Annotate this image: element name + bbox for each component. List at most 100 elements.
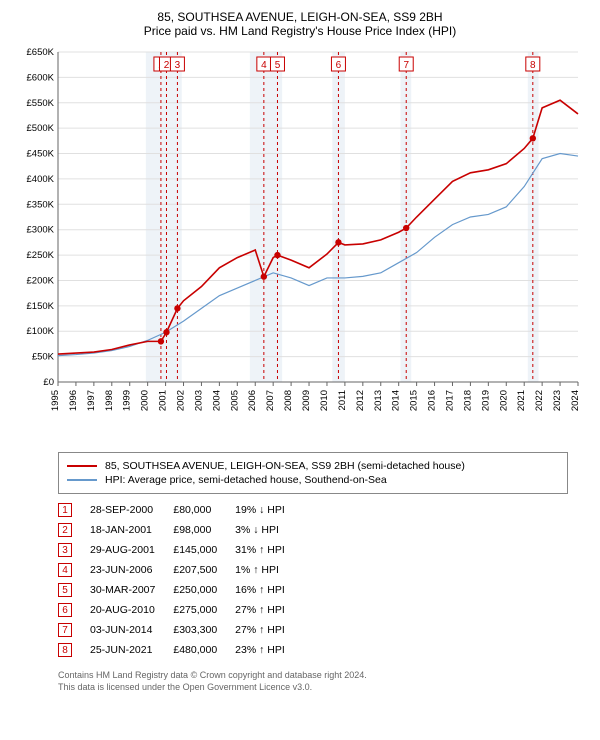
svg-text:£250K: £250K [27,250,55,261]
tx-delta: 16% ↑ HPI [235,580,303,600]
footer-text: Contains HM Land Registry data © Crown c… [58,670,568,693]
svg-text:£350K: £350K [27,199,55,210]
tx-marker-icon: 8 [58,643,72,657]
svg-text:4: 4 [261,60,267,71]
svg-text:£600K: £600K [27,72,55,83]
svg-text:5: 5 [275,60,281,71]
table-row: 1 28-SEP-2000£80,00019% ↓ HPI [58,500,303,520]
tx-delta: 31% ↑ HPI [235,540,303,560]
svg-text:£450K: £450K [27,149,55,160]
footer-line-2: This data is licensed under the Open Gov… [58,682,568,694]
table-row: 218-JAN-2001£98,0003% ↓ HPI [58,520,303,540]
svg-text:1997: 1997 [86,390,97,411]
tx-marker-cell: 7 [58,620,90,640]
svg-text:1999: 1999 [122,390,133,411]
tx-marker-icon: 6 [58,603,72,617]
svg-text:£650K: £650K [27,47,55,58]
tx-marker-icon: 4 [58,563,72,577]
tx-delta: 23% ↑ HPI [235,640,303,660]
tx-marker-icon: 2 [58,523,72,537]
tx-price: £80,000 [173,500,235,520]
tx-date: 25-JUN-2021 [90,640,173,660]
svg-text:2013: 2013 [373,390,384,411]
tx-marker-icon: 5 [58,583,72,597]
legend-label: HPI: Average price, semi-detached house,… [105,474,387,486]
tx-marker-cell: 3 [58,540,90,560]
transactions-table: 1 28-SEP-2000£80,00019% ↓ HPI218-JAN-2001… [58,500,303,660]
svg-text:2024: 2024 [570,390,581,411]
tx-date: 28-SEP-2000 [90,500,173,520]
tx-date: 30-MAR-2007 [90,580,173,600]
svg-text:2017: 2017 [444,390,455,411]
svg-text:7: 7 [403,60,409,71]
tx-price: £207,500 [173,560,235,580]
svg-text:2012: 2012 [355,390,366,411]
legend-swatch-icon [67,479,97,481]
chart-title-1: 85, SOUTHSEA AVENUE, LEIGH-ON-SEA, SS9 2… [12,10,588,24]
chart-svg: £0 £50K £100K £150K £200K £250K £300K £350K £400… [12,42,588,442]
svg-text:2000: 2000 [140,390,151,411]
svg-text:2018: 2018 [462,390,473,411]
legend-label: 85, SOUTHSEA AVENUE, LEIGH-ON-SEA, SS9 2… [105,460,465,472]
svg-text:1998: 1998 [104,390,115,411]
svg-text:2020: 2020 [498,390,509,411]
legend-item: HPI: Average price, semi-detached house,… [67,473,559,487]
tx-price: £98,000 [173,520,235,540]
svg-text:2015: 2015 [409,390,420,411]
svg-text:£150K: £150K [27,301,55,312]
tx-marker-icon: 1 [58,503,72,517]
svg-text:1996: 1996 [68,390,79,411]
svg-text:2004: 2004 [211,390,222,411]
svg-text:£300K: £300K [27,225,55,236]
tx-marker-cell: 8 [58,640,90,660]
svg-text:2014: 2014 [391,390,402,411]
svg-text:£50K: £50K [32,352,55,363]
legend-swatch-icon [67,465,97,467]
svg-text:£400K: £400K [27,174,55,185]
legend-item: 85, SOUTHSEA AVENUE, LEIGH-ON-SEA, SS9 2… [67,459,559,473]
table-row: 3 29-AUG-2001£145,00031% ↑ HPI [58,540,303,560]
svg-text:6: 6 [336,60,342,71]
legend-box: 85, SOUTHSEA AVENUE, LEIGH-ON-SEA, SS9 2… [58,452,568,494]
tx-marker-cell: 1 [58,500,90,520]
svg-text:2007: 2007 [265,390,276,411]
tx-price: £250,000 [173,580,235,600]
svg-text:3: 3 [175,60,181,71]
tx-delta: 1% ↑ HPI [235,560,303,580]
tx-marker-icon: 7 [58,623,72,637]
tx-price: £145,000 [173,540,235,560]
tx-price: £303,300 [173,620,235,640]
tx-date: 23-JUN-2006 [90,560,173,580]
tx-delta: 3% ↓ HPI [235,520,303,540]
tx-date: 03-JUN-2014 [90,620,173,640]
svg-text:2002: 2002 [176,390,187,411]
svg-text:2008: 2008 [283,390,294,411]
svg-text:2005: 2005 [229,390,240,411]
svg-text:2016: 2016 [427,390,438,411]
svg-text:1995: 1995 [50,390,61,411]
chart-title-2: Price paid vs. HM Land Registry's House … [12,24,588,38]
svg-text:£500K: £500K [27,123,55,134]
svg-text:£200K: £200K [27,275,55,286]
tx-date: 29-AUG-2001 [90,540,173,560]
svg-text:£0: £0 [43,377,54,388]
svg-text:£550K: £550K [27,98,55,109]
tx-marker-cell: 5 [58,580,90,600]
table-row: 4 23-JUN-2006£207,5001% ↑ HPI [58,560,303,580]
tx-delta: 19% ↓ HPI [235,500,303,520]
tx-price: £275,000 [173,600,235,620]
svg-text:2010: 2010 [319,390,330,411]
table-row: 5 30-MAR-2007£250,00016% ↑ HPI [58,580,303,600]
svg-text:£100K: £100K [27,326,55,337]
tx-delta: 27% ↑ HPI [235,620,303,640]
svg-text:2001: 2001 [158,390,169,411]
table-row: 7 03-JUN-2014£303,30027% ↑ HPI [58,620,303,640]
footer-line-1: Contains HM Land Registry data © Crown c… [58,670,568,682]
tx-delta: 27% ↑ HPI [235,600,303,620]
svg-text:2021: 2021 [516,390,527,411]
tx-marker-icon: 3 [58,543,72,557]
chart-titles: 85, SOUTHSEA AVENUE, LEIGH-ON-SEA, SS9 2… [12,10,588,38]
table-row: 825-JUN-2021£480,00023% ↑ HPI [58,640,303,660]
svg-text:2009: 2009 [301,390,312,411]
svg-text:2006: 2006 [247,390,258,411]
